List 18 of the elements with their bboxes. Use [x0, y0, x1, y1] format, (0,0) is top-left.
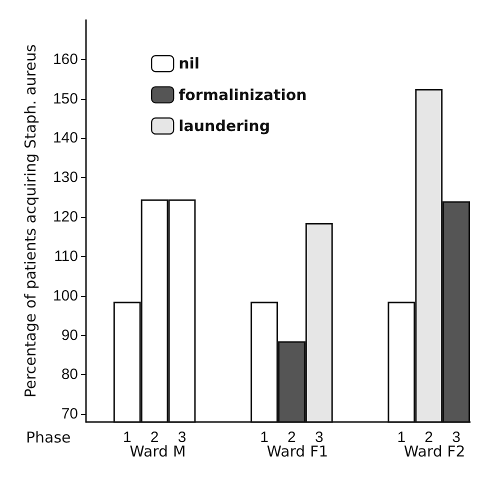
x-tick-label: 1	[122, 429, 132, 446]
y-tick-label: 70	[61, 406, 78, 423]
y-tick-label: 120	[52, 208, 78, 226]
x-tick-label: 1	[397, 429, 406, 446]
y-tick-label: 80	[61, 366, 78, 384]
y-axis-title: Percentage of patients acquiring Staph. aureus	[22, 44, 40, 398]
y-tick-label: 140	[52, 130, 78, 147]
y-tick-label: 130	[52, 169, 78, 186]
y-tick-label: 110	[54, 248, 78, 265]
y-tick-label: 160	[52, 50, 78, 68]
x-axis-title: Phase	[26, 428, 71, 446]
x-tick-label: 1	[260, 429, 268, 446]
legend-label: nil	[178, 54, 200, 73]
legend-label: laundering	[178, 117, 270, 135]
y-tick-label: 100	[52, 287, 78, 304]
legend-label: formalinization	[178, 86, 307, 104]
y-tick-label: 90	[61, 326, 78, 344]
y-tick-label: 150	[52, 90, 78, 108]
